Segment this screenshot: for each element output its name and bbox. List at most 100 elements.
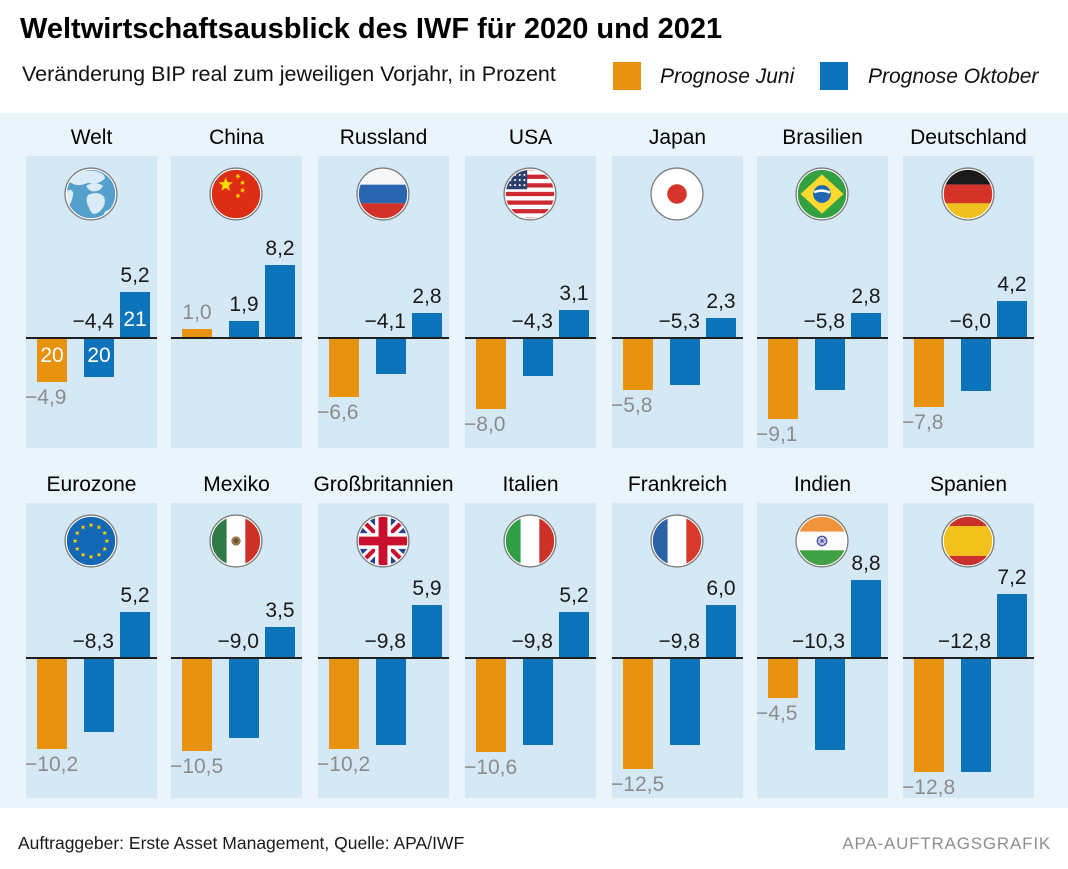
country-label-russland: Russland bbox=[339, 126, 428, 149]
bar-mexiko-juni-2020 bbox=[182, 658, 212, 751]
panel-welt: −4,9 20 −4,4 20 5,2 21 bbox=[25, 156, 157, 448]
zero-axis-grossbritannien bbox=[318, 657, 449, 659]
bar-deutschland-juni-2020 bbox=[914, 338, 944, 407]
bar-italien-juni-2020 bbox=[476, 658, 506, 752]
value-label-brasilien-oktober-2021: 2,8 bbox=[851, 285, 881, 308]
bar-eurozone-oktober-2020 bbox=[84, 658, 114, 732]
page-title: Weltwirtschaftsausblick des IWF für 2020… bbox=[20, 13, 723, 45]
legend-swatch-oktober-icon bbox=[820, 62, 848, 90]
bar-grossbritannien-juni-2020 bbox=[329, 658, 359, 749]
flag-eurozone-icon bbox=[63, 513, 119, 569]
legend-label-oktober: Prognose Oktober bbox=[868, 65, 1039, 88]
panel-japan: −5,8 −5,3 2,3 bbox=[611, 156, 743, 448]
value-label-frankreich-oktober-2021: 6,0 bbox=[706, 577, 736, 600]
value-label-deutschland-oktober-2021: 4,2 bbox=[997, 273, 1027, 296]
value-label-mexiko-oktober-2021: 3,5 bbox=[265, 599, 295, 622]
value-label-italien-oktober-2020: −9,8 bbox=[511, 630, 553, 653]
bar-frankreich-oktober-2021 bbox=[706, 605, 736, 658]
year-label-welt-juni-2020: 20 bbox=[40, 344, 64, 367]
year-label-welt-oktober-2021: 21 bbox=[123, 308, 147, 331]
panel-brasilien: −9,1 −5,8 2,8 bbox=[756, 156, 888, 448]
bar-indien-juni-2020 bbox=[768, 658, 798, 698]
value-label-italien-juni-2020: −10,6 bbox=[464, 756, 518, 779]
bar-indien-oktober-2020 bbox=[815, 658, 845, 750]
country-label-brasilien: Brasilien bbox=[782, 126, 863, 149]
bar-usa-juni-2020 bbox=[476, 338, 506, 409]
flag-china-icon bbox=[208, 166, 264, 222]
zero-axis-deutschland bbox=[903, 337, 1034, 339]
flag-brasilien-icon bbox=[794, 166, 850, 222]
bar-welt-oktober-2020 bbox=[84, 338, 114, 377]
flag-frankreich-icon bbox=[649, 513, 705, 569]
country-label-mexiko: Mexiko bbox=[203, 473, 270, 496]
value-label-china-oktober-2020: 1,9 bbox=[229, 293, 259, 316]
flag-russland-icon bbox=[355, 166, 411, 222]
bar-russland-oktober-2020 bbox=[376, 338, 406, 374]
value-label-indien-oktober-2021: 8,8 bbox=[851, 552, 881, 575]
bar-russland-juni-2020 bbox=[329, 338, 359, 397]
value-label-eurozone-oktober-2021: 5,2 bbox=[120, 584, 150, 607]
value-label-china-juni-2020: 1,0 bbox=[182, 301, 212, 324]
value-label-italien-oktober-2021: 5,2 bbox=[559, 584, 589, 607]
value-label-usa-oktober-2020: −4,3 bbox=[511, 310, 553, 333]
value-label-grossbritannien-oktober-2021: 5,9 bbox=[412, 577, 442, 600]
value-label-grossbritannien-oktober-2020: −9,8 bbox=[364, 630, 406, 653]
value-label-welt-oktober-2020: −4,4 bbox=[72, 310, 114, 333]
value-label-spanien-oktober-2021: 7,2 bbox=[997, 566, 1027, 589]
value-label-mexiko-oktober-2020: −9,0 bbox=[217, 630, 259, 653]
bar-welt-juni-2020 bbox=[37, 338, 67, 382]
panel-russland: −6,6 −4,1 2,8 bbox=[317, 156, 449, 448]
country-label-usa: USA bbox=[508, 126, 553, 149]
panel-usa: −8,0 −4,3 3,1 bbox=[464, 156, 596, 448]
bar-italien-oktober-2021 bbox=[559, 612, 589, 658]
flag-welt-icon bbox=[63, 166, 119, 222]
value-label-indien-juni-2020: −4,5 bbox=[756, 702, 798, 725]
flag-italien-icon bbox=[502, 513, 558, 569]
value-label-russland-oktober-2020: −4,1 bbox=[364, 310, 406, 333]
bar-deutschland-oktober-2021 bbox=[997, 301, 1027, 338]
bar-indien-oktober-2021 bbox=[851, 580, 881, 658]
zero-axis-china bbox=[171, 337, 302, 339]
panel-spanien: −12,8 −12,8 7,2 bbox=[902, 503, 1034, 799]
value-label-japan-oktober-2020: −5,3 bbox=[658, 310, 700, 333]
zero-axis-eurozone bbox=[26, 657, 157, 659]
country-label-spanien: Spanien bbox=[929, 473, 1008, 496]
value-label-spanien-oktober-2020: −12,8 bbox=[937, 630, 991, 653]
bar-china-juni-2020 bbox=[182, 329, 212, 338]
value-label-russland-juni-2020: −6,6 bbox=[317, 401, 359, 424]
panel-italien: −10,6 −9,8 5,2 bbox=[464, 503, 596, 798]
zero-axis-brasilien bbox=[757, 337, 888, 339]
bar-usa-oktober-2020 bbox=[523, 338, 553, 376]
bar-eurozone-juni-2020 bbox=[37, 658, 67, 749]
bar-welt-oktober-2021 bbox=[120, 292, 150, 338]
panel-grossbritannien: −10,2 −9,8 5,9 bbox=[317, 503, 449, 798]
panel-frankreich: −12,5 −9,8 6,0 bbox=[611, 503, 743, 798]
zero-axis-spanien bbox=[903, 657, 1034, 659]
zero-axis-italien bbox=[465, 657, 596, 659]
country-label-eurozone: Eurozone bbox=[46, 473, 137, 496]
value-label-mexiko-juni-2020: −10,5 bbox=[170, 755, 224, 778]
panel-eurozone: −10,2 −8,3 5,2 bbox=[25, 503, 157, 798]
country-label-grossbritannien: Großbritannien bbox=[313, 473, 454, 496]
value-label-frankreich-oktober-2020: −9,8 bbox=[658, 630, 700, 653]
zero-axis-frankreich bbox=[612, 657, 743, 659]
bar-spanien-oktober-2021 bbox=[997, 594, 1027, 658]
country-label-frankreich: Frankreich bbox=[627, 473, 728, 496]
legend-label-juni: Prognose Juni bbox=[660, 65, 795, 88]
value-label-brasilien-oktober-2020: −5,8 bbox=[803, 310, 845, 333]
year-label-welt-oktober-2020: 20 bbox=[87, 344, 111, 367]
panel-mexiko: −10,5 −9,0 3,5 bbox=[170, 503, 302, 798]
value-label-eurozone-juni-2020: −10,2 bbox=[25, 753, 79, 776]
flag-usa-icon bbox=[502, 166, 558, 222]
panel-deutschland: −7,8 −6,0 4,2 bbox=[902, 156, 1034, 448]
bar-frankreich-oktober-2020 bbox=[670, 658, 700, 745]
value-label-indien-oktober-2020: −10,3 bbox=[791, 630, 845, 653]
value-label-grossbritannien-juni-2020: −10,2 bbox=[317, 753, 371, 776]
bar-brasilien-oktober-2021 bbox=[851, 313, 881, 338]
value-label-russland-oktober-2021: 2,8 bbox=[412, 285, 442, 308]
value-label-welt-juni-2020: −4,9 bbox=[25, 386, 67, 409]
value-label-eurozone-oktober-2020: −8,3 bbox=[72, 630, 114, 653]
value-label-china-oktober-2021: 8,2 bbox=[265, 237, 295, 260]
panel-indien: −4,5 −10,3 8,8 bbox=[756, 503, 888, 798]
zero-axis-usa bbox=[465, 337, 596, 339]
